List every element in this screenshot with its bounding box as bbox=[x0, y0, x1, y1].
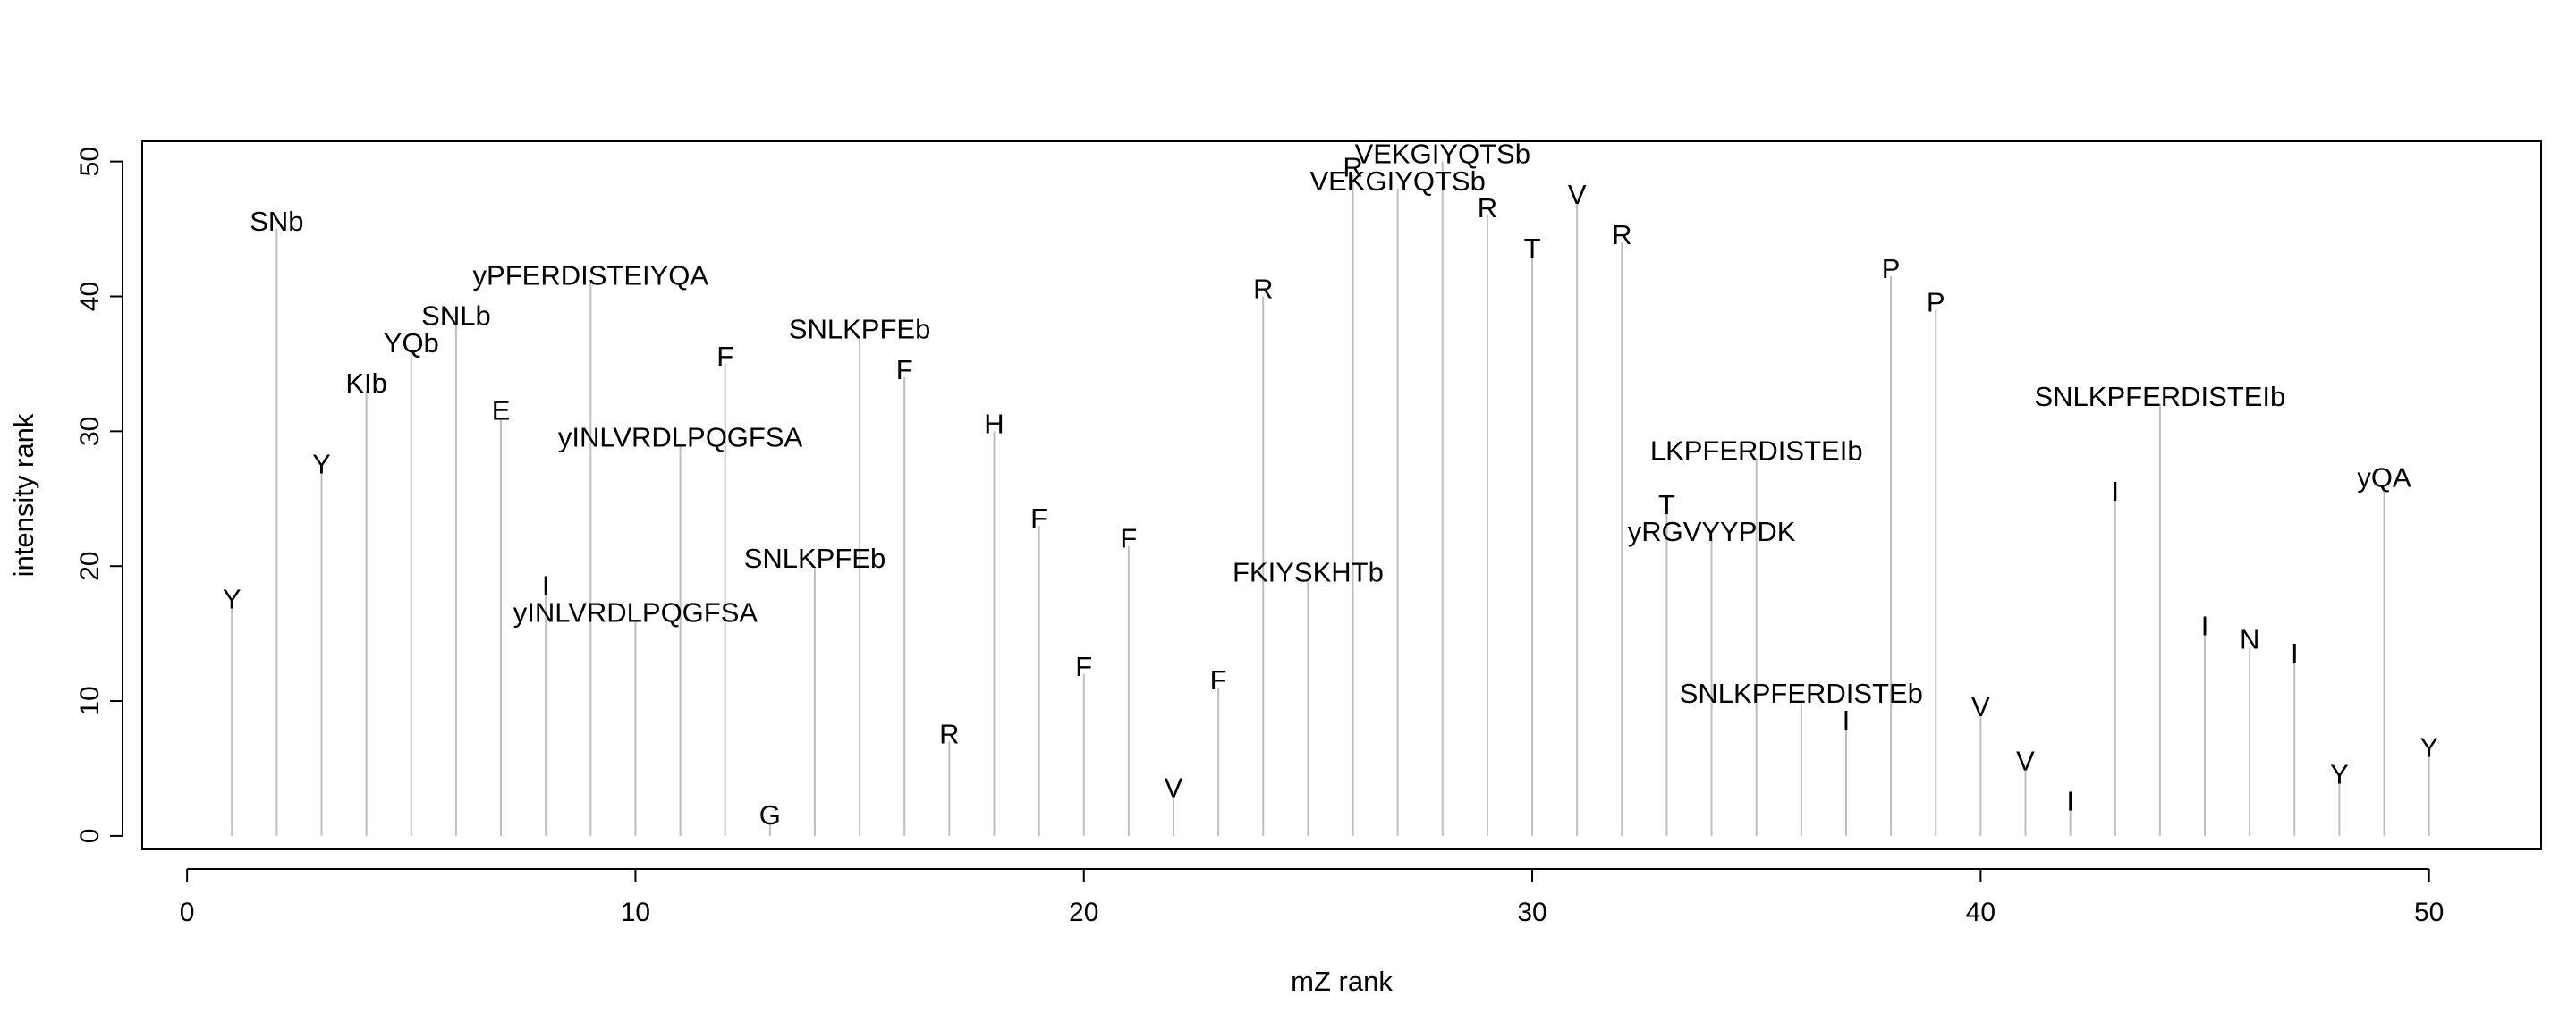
x-tick-label: 50 bbox=[2414, 898, 2444, 927]
x-tick-label: 0 bbox=[180, 898, 195, 927]
y-tick-label: 30 bbox=[75, 417, 105, 446]
y-tick-label: 20 bbox=[75, 552, 105, 581]
peak-label: R bbox=[1478, 192, 1497, 224]
y-tick-label: 40 bbox=[75, 282, 105, 311]
peak-label: SNLKPFEb bbox=[744, 543, 886, 574]
peak-label: G bbox=[759, 799, 781, 831]
peak-label: F bbox=[716, 341, 733, 372]
peak-label: yINLVRDLPQGFSA bbox=[513, 597, 758, 629]
peak-label: yINLVRDLPQGFSA bbox=[558, 421, 803, 452]
peak-label: yRGVYYPDK bbox=[1628, 516, 1796, 547]
peak-label: VEKGIYQTSb bbox=[1309, 165, 1485, 197]
peak-label: Y bbox=[223, 583, 242, 614]
x-tick-label: 30 bbox=[1517, 898, 1546, 927]
peak-label: I bbox=[2066, 786, 2074, 817]
peak-label: V bbox=[1568, 179, 1587, 210]
peak-label: P bbox=[1882, 253, 1901, 284]
peak-label: YQb bbox=[384, 327, 439, 359]
peak-label: F bbox=[1210, 664, 1227, 696]
peak-label: T bbox=[1524, 232, 1541, 264]
peak-label: I bbox=[2111, 476, 2119, 507]
peak-label: I bbox=[2291, 637, 2299, 669]
peak-label: SNLKPFERDISTEb bbox=[1680, 678, 1923, 709]
peak-label: V bbox=[1165, 772, 1183, 804]
peak-label: KIb bbox=[345, 367, 387, 399]
peak-label: I bbox=[2201, 611, 2209, 642]
peak-label: SNLKPFERDISTEIb bbox=[2034, 381, 2285, 412]
peak-label: F bbox=[1075, 651, 1092, 682]
x-axis-title: mZ rank bbox=[1291, 966, 1393, 997]
y-tick-label: 0 bbox=[75, 829, 105, 844]
peak-label: Y bbox=[312, 449, 331, 480]
peak-label: SNb bbox=[250, 206, 303, 237]
plot-frame bbox=[141, 140, 2542, 850]
peak-label: H bbox=[984, 408, 1004, 439]
peak-label: LKPFERDISTEIb bbox=[1650, 435, 1863, 467]
peak-label: R bbox=[939, 718, 959, 749]
peak-label: P bbox=[1927, 287, 1945, 318]
x-tick-label: 20 bbox=[1069, 898, 1098, 927]
peak-label: T bbox=[1658, 489, 1675, 520]
peak-label: Y bbox=[2419, 731, 2438, 763]
stem-lines bbox=[231, 161, 2430, 836]
peak-label: R bbox=[1253, 273, 1273, 304]
peak-label: F bbox=[1120, 523, 1137, 554]
peak-label: V bbox=[1971, 691, 1990, 722]
peak-label: F bbox=[896, 354, 913, 385]
peak-label: R bbox=[1612, 219, 1631, 250]
peak-label: I bbox=[1843, 705, 1851, 736]
peak-label: FKIYSKHTb bbox=[1233, 556, 1384, 587]
x-tick-label: 40 bbox=[1966, 898, 1996, 927]
y-tick-label: 10 bbox=[75, 686, 105, 715]
peak-label: R bbox=[1343, 152, 1362, 183]
x-tick-label: 10 bbox=[621, 898, 650, 927]
peak-label: E bbox=[492, 394, 511, 426]
x-axis: 0 10 20 30 40 50 bbox=[180, 868, 2444, 927]
peak-label: VEKGIYQTSb bbox=[1355, 139, 1530, 170]
y-tick-label: 50 bbox=[75, 147, 105, 176]
peak-label: yPFERDISTEIYQA bbox=[473, 259, 709, 291]
y-axis: 0 10 20 30 40 50 bbox=[75, 147, 123, 843]
y-axis-title: intensity rank bbox=[8, 413, 39, 577]
peak-label: I bbox=[542, 570, 550, 601]
peak-label: SNLb bbox=[421, 300, 491, 332]
peak-label: V bbox=[2016, 745, 2035, 776]
peak-label: Y bbox=[2330, 759, 2349, 790]
peak-label: N bbox=[2240, 624, 2259, 655]
peak-label: yQA bbox=[2357, 462, 2411, 494]
peak-label: SNLKPFEb bbox=[789, 314, 931, 345]
peak-label: F bbox=[1030, 502, 1047, 534]
